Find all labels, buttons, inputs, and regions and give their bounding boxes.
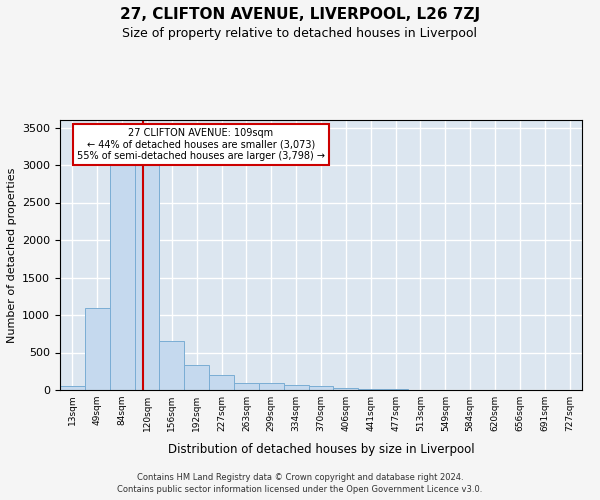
Bar (184, 365, 209, 390)
Bar (308, 386, 334, 390)
Text: 27, CLIFTON AVENUE, LIVERPOOL, L26 7ZJ: 27, CLIFTON AVENUE, LIVERPOOL, L26 7ZJ (120, 8, 480, 22)
Bar (134, 136, 160, 390)
Bar (383, 389, 408, 390)
Bar (358, 388, 383, 390)
Bar (334, 388, 358, 390)
Text: Distribution of detached houses by size in Liverpool: Distribution of detached houses by size … (167, 442, 475, 456)
Bar (259, 382, 284, 390)
Text: Size of property relative to detached houses in Liverpool: Size of property relative to detached ho… (122, 28, 478, 40)
Text: 27 CLIFTON AVENUE: 109sqm
← 44% of detached houses are smaller (3,073)
55% of se: 27 CLIFTON AVENUE: 109sqm ← 44% of detac… (77, 128, 325, 162)
Bar (234, 382, 259, 390)
Bar (110, 135, 134, 390)
Text: Contains public sector information licensed under the Open Government Licence v3: Contains public sector information licen… (118, 485, 482, 494)
Text: Contains HM Land Registry data © Crown copyright and database right 2024.: Contains HM Land Registry data © Crown c… (137, 472, 463, 482)
Bar (284, 385, 308, 390)
Bar (209, 375, 234, 390)
Bar (160, 341, 184, 390)
Bar (60, 386, 85, 390)
Bar (85, 308, 110, 390)
Y-axis label: Number of detached properties: Number of detached properties (7, 168, 17, 342)
